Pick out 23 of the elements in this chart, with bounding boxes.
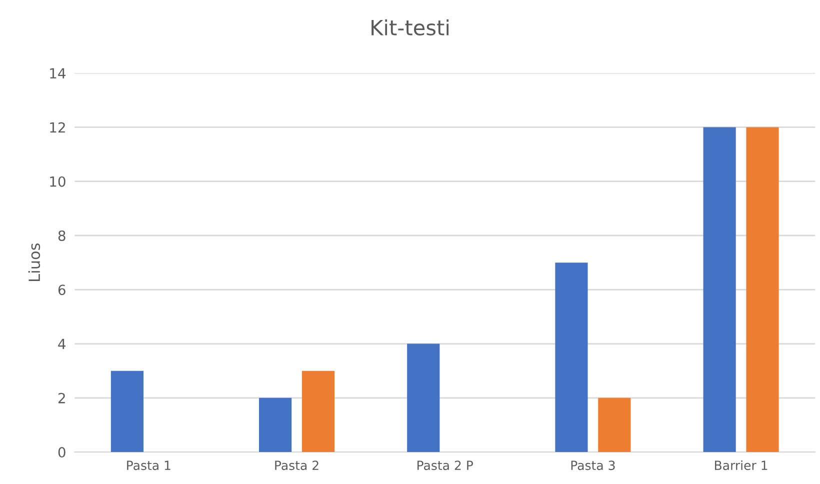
y-tick-label: 6 <box>58 284 66 296</box>
y-tick-label: 8 <box>58 230 66 241</box>
y-tick-label: 4 <box>58 338 66 350</box>
bar <box>258 398 292 452</box>
y-tick-label: 0 <box>58 447 66 458</box>
bar <box>110 370 144 452</box>
bar <box>555 262 588 452</box>
bar <box>302 370 335 452</box>
chart-title: Kit-testi <box>372 19 449 36</box>
bar <box>746 127 779 452</box>
bar <box>703 127 736 452</box>
x-tick-label: Pasta 3 <box>571 460 615 470</box>
bar <box>407 344 440 452</box>
y-tick-label: 2 <box>58 392 65 404</box>
y-tick-label: 12 <box>50 122 65 132</box>
y-axis-title: Liuos <box>28 243 40 281</box>
x-tick-label: Barrier 1 <box>715 460 768 470</box>
x-tick-label: Pasta 2 P <box>418 460 473 470</box>
bar <box>598 398 631 452</box>
y-tick-label: 14 <box>50 68 66 78</box>
x-tick-label: Pasta 2 <box>275 460 318 470</box>
y-tick-label: 10 <box>50 176 66 187</box>
x-tick-label: Pasta 1 <box>127 460 170 470</box>
